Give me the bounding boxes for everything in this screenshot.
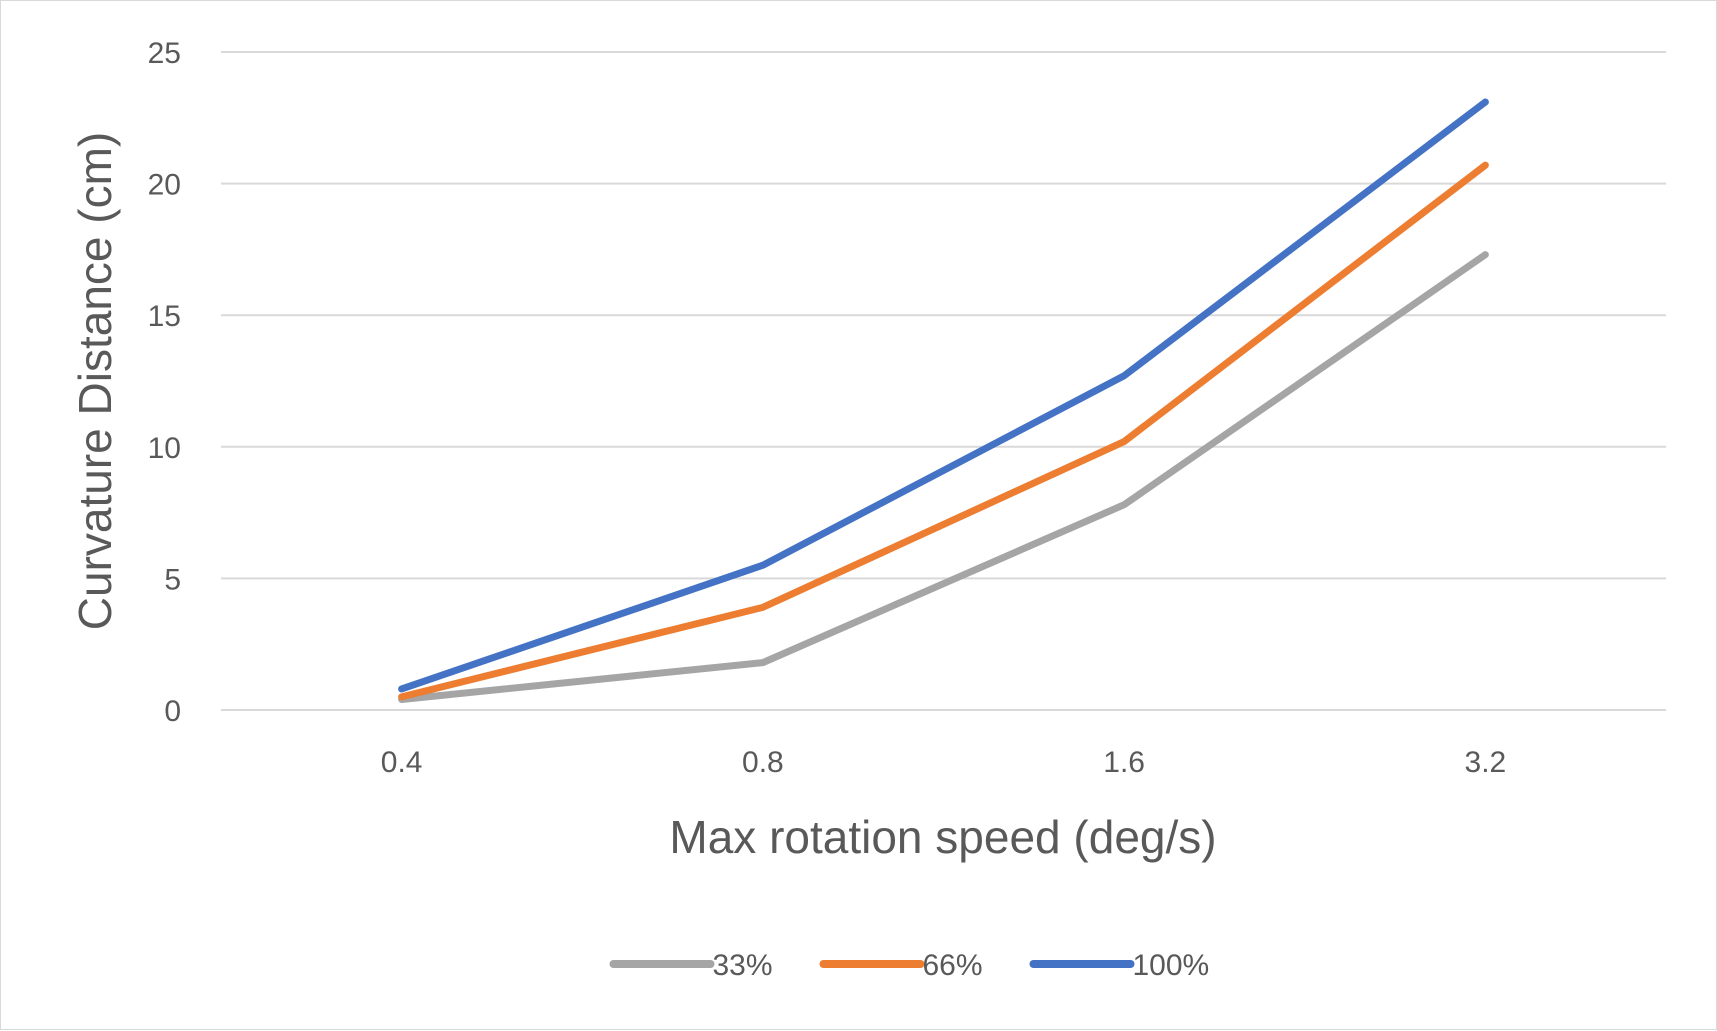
series-line-33-pct xyxy=(398,251,1489,703)
legend-label: 33% xyxy=(713,949,773,982)
x-tick-label: 3.2 xyxy=(1465,746,1507,779)
y-tick-label: 20 xyxy=(148,169,181,202)
y-tick-label: 15 xyxy=(148,300,181,333)
x-tick-label: 0.4 xyxy=(381,746,423,779)
y-tick-label: 0 xyxy=(164,695,181,728)
x-axis-ticks: 0.4 0.8 1.6 3.2 xyxy=(381,746,1506,779)
legend: 33% 66% 100% xyxy=(609,949,1210,982)
legend-item: 66% xyxy=(819,949,983,982)
y-axis-title: Curvature Distance (cm) xyxy=(69,132,121,630)
series-lines xyxy=(398,98,1489,703)
legend-item: 33% xyxy=(609,949,773,982)
x-axis-title: Max rotation speed (deg/s) xyxy=(669,811,1216,863)
legend-label: 66% xyxy=(923,949,983,982)
x-tick-label: 0.8 xyxy=(742,746,784,779)
y-tick-label: 25 xyxy=(148,37,181,70)
series-line-66-pct xyxy=(398,161,1489,701)
y-axis-ticks: 0 5 10 15 20 25 xyxy=(148,37,181,728)
legend-label: 100% xyxy=(1133,949,1210,982)
gridlines xyxy=(221,51,1666,711)
series-line-100-pct xyxy=(398,98,1489,693)
x-tick-label: 1.6 xyxy=(1103,746,1145,779)
y-tick-label: 5 xyxy=(164,563,181,596)
y-tick-label: 10 xyxy=(148,432,181,465)
legend-item: 100% xyxy=(1029,949,1210,982)
